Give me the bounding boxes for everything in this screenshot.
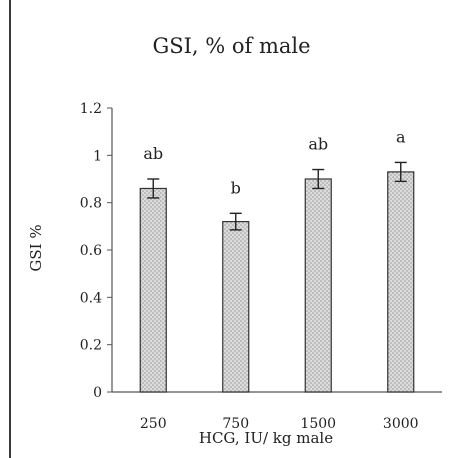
bar-1500 — [304, 178, 332, 393]
x-tick-label: 750 — [222, 416, 249, 432]
y-tick-label: 0.4 — [80, 290, 102, 306]
bar-250 — [139, 187, 167, 393]
x-tick-label: 1500 — [300, 416, 336, 432]
y-tick-label: 1.2 — [80, 101, 102, 117]
page-border — [9, 0, 11, 458]
x-tick-label: 250 — [140, 416, 167, 432]
y-tick-label: 0.6 — [80, 243, 102, 259]
significance-label: a — [396, 127, 406, 146]
y-tick-label: 0 — [93, 385, 102, 401]
bar-3000 — [387, 171, 415, 393]
significance-label: ab — [143, 144, 163, 163]
x-axis-label: HCG, IU/ kg male — [198, 429, 334, 447]
y-tick-label: 1 — [93, 148, 102, 164]
bar-750 — [222, 221, 250, 393]
y-tick-label: 0.8 — [80, 196, 102, 212]
y-tick-label: 0.2 — [80, 338, 102, 354]
x-tick-label: 3000 — [383, 416, 419, 432]
chart-title: GSI, % of male — [152, 34, 311, 58]
significance-label: ab — [308, 135, 328, 154]
significance-label: b — [231, 178, 241, 197]
